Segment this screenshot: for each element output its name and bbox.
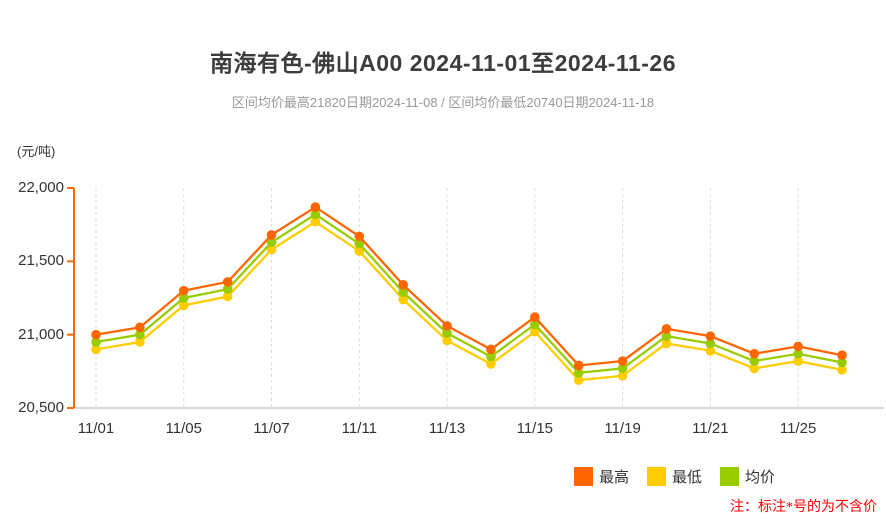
chart-subtitle: 区间均价最高21820日期2024-11-08 / 区间均价最低20740日期2…: [231, 95, 655, 110]
x-tick-label: 11/11: [341, 420, 377, 437]
data-point-最高-11/18: [573, 360, 584, 371]
series-line-均价: [95, 213, 843, 375]
data-point-最低-11/21: [705, 346, 716, 356]
data-point-均价-11/04: [135, 329, 145, 340]
data-point-最低-11/14: [486, 359, 496, 369]
data-point-最低-11/26: [837, 365, 847, 375]
data-point-最低-11/11: [354, 246, 365, 256]
legend-swatch: [647, 467, 667, 486]
data-point-最低-11/18: [573, 375, 584, 385]
data-point-均价-11/13: [442, 328, 452, 339]
data-point-均价-11/26: [837, 357, 847, 368]
data-point-最高-11/07: [266, 230, 277, 240]
x-tick-label: 11/25: [779, 420, 817, 437]
data-point-最低-11/07: [266, 244, 277, 255]
data-point-最低-11/01: [91, 344, 101, 355]
data-point-均价-11/14: [486, 351, 496, 362]
data-point-最高-11/06: [222, 277, 233, 287]
y-tick-label: 20,500: [18, 399, 64, 416]
data-point-最高-11/01: [91, 329, 101, 340]
data-point-最低-11/12: [398, 294, 408, 305]
y-tick-label: 21,000: [18, 325, 64, 343]
data-point-最高-11/15: [530, 312, 540, 322]
x-tick-label: 11/21: [692, 420, 729, 437]
data-point-最低-11/22: [749, 363, 760, 374]
x-tick-label: 11/07: [253, 420, 290, 437]
data-point-最高-11/21: [705, 331, 716, 341]
data-point-最高-11/22: [749, 348, 760, 359]
legend-label: 最高: [599, 469, 630, 486]
series-line-最高: [95, 205, 843, 367]
data-point-最高-11/05: [178, 285, 189, 296]
data-point-最高-11/13: [442, 321, 452, 331]
data-point-均价-11/11: [354, 238, 365, 249]
data-point-最低-11/04: [135, 337, 145, 347]
data-point-最低-11/05: [178, 300, 189, 311]
legend-item-均价: 均价: [720, 466, 775, 487]
data-point-均价-11/05: [178, 293, 189, 303]
legend-swatch: [720, 467, 740, 486]
x-tick-label: 11/15: [516, 420, 554, 437]
data-point-均价-11/15: [530, 319, 540, 330]
legend-swatch: [574, 467, 593, 486]
data-point-均价-11/20: [661, 331, 672, 341]
data-point-最高-11/12: [398, 280, 408, 290]
data-point-均价-11/25: [793, 348, 803, 359]
data-point-最高-11/20: [661, 324, 672, 334]
data-point-最高-11/08: [310, 202, 321, 212]
series-line-最低: [95, 220, 843, 382]
legend-item-最低: 最低: [647, 466, 702, 487]
footnote: 注：标注*号的为不含价: [730, 500, 877, 515]
data-point-最低-11/15: [530, 326, 540, 337]
legend-label: 最低: [672, 469, 703, 486]
data-point-均价-11/12: [398, 287, 408, 297]
x-tick-label: 11/19: [604, 420, 641, 437]
data-point-最低-11/13: [442, 335, 452, 346]
page-title: 南海有色-佛山A00 2024-11-01至2024-11-26: [209, 50, 676, 76]
data-point-均价-11/01: [91, 337, 101, 347]
data-point-最高-11/11: [354, 231, 365, 242]
y-tick-label: 21,500: [18, 252, 64, 270]
x-tick-label: 11/13: [428, 420, 466, 437]
data-point-最高-11/19: [617, 356, 628, 366]
legend-label: 均价: [745, 469, 776, 486]
data-point-均价-11/21: [705, 338, 716, 349]
y-tick-label: 22,000: [18, 179, 64, 196]
data-point-最高-11/04: [135, 322, 145, 333]
data-point-最低-11/25: [793, 356, 803, 366]
data-point-最低-11/06: [222, 291, 233, 302]
legend-item-最高: 最高: [574, 466, 629, 487]
data-point-均价-11/07: [266, 237, 277, 248]
data-point-最低-11/19: [617, 370, 628, 381]
data-point-均价-11/22: [749, 356, 760, 366]
data-point-均价-11/19: [617, 363, 628, 374]
data-point-均价-11/08: [310, 209, 321, 220]
y-axis-unit-label: (元/吨): [17, 144, 56, 159]
x-tick-label: 11/05: [165, 420, 202, 437]
data-point-最高-11/14: [486, 344, 496, 355]
data-point-均价-11/06: [222, 284, 233, 295]
data-point-最高-11/25: [793, 341, 803, 352]
x-tick-label: 11/01: [77, 420, 115, 437]
data-point-最低-11/08: [310, 216, 321, 227]
data-point-最低-11/20: [661, 338, 672, 349]
data-point-均价-11/18: [573, 368, 584, 378]
data-point-最高-11/26: [837, 350, 847, 361]
chart-legend: 最高 最低 均价: [574, 466, 775, 487]
